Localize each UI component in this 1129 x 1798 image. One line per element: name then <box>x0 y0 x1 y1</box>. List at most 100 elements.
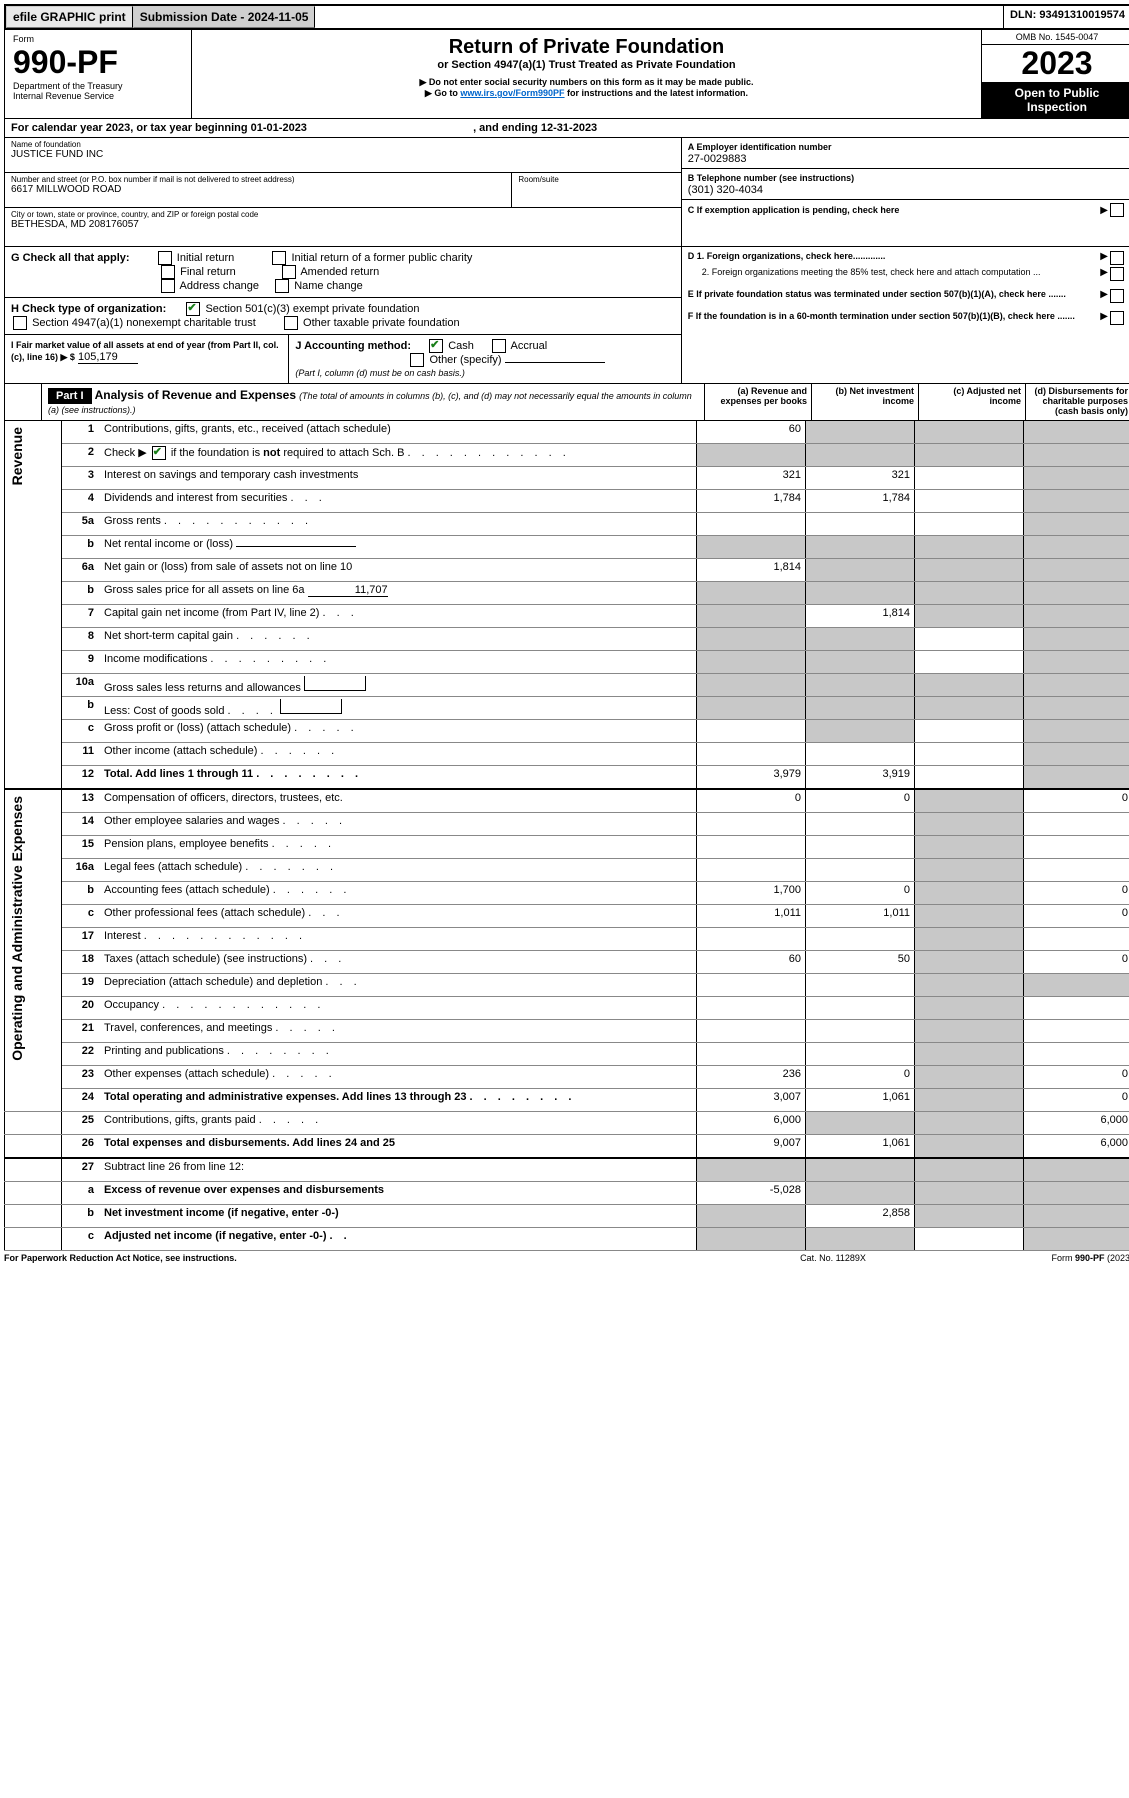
form-title: Return of Private Foundation <box>198 36 975 59</box>
line-text: Check ▶ if the foundation is not require… <box>100 444 697 467</box>
schb-checkbox[interactable] <box>152 446 166 460</box>
line-23-a: 236 <box>697 1066 806 1089</box>
line-num: b <box>62 1205 101 1228</box>
line-num: b <box>62 882 101 905</box>
g-initial-return-checkbox[interactable] <box>158 251 172 265</box>
line-text: Pension plans, employee benefits . . . .… <box>100 836 697 859</box>
j-other-checkbox[interactable] <box>410 353 424 367</box>
j-cash: Cash <box>448 340 474 352</box>
line-text: Excess of revenue over expenses and disb… <box>100 1182 697 1205</box>
line-18-b: 50 <box>806 951 915 974</box>
g-former-charity: Initial return of a former public charit… <box>291 252 472 264</box>
line-text: Gross sales price for all assets on line… <box>100 582 697 605</box>
i-fmv-label: I Fair market value of all assets at end… <box>11 340 279 362</box>
line-num: 4 <box>62 490 101 513</box>
line-18-d: 0 <box>1024 951 1129 974</box>
line-23-d: 0 <box>1024 1066 1129 1089</box>
line-26-b: 1,061 <box>806 1135 915 1159</box>
line-num: 15 <box>62 836 101 859</box>
line-num: 10a <box>62 674 101 697</box>
irs-label: Internal Revenue Service <box>13 91 183 101</box>
dln-label: DLN: 93491310019574 <box>1004 6 1129 28</box>
line-16c-b: 1,011 <box>806 905 915 928</box>
line-13-d: 0 <box>1024 789 1129 813</box>
line-text: Total expenses and disbursements. Add li… <box>100 1135 697 1159</box>
i-fmv-value: 105,179 <box>78 351 138 364</box>
line-text: Capital gain net income (from Part IV, l… <box>100 605 697 628</box>
g-address-change: Address change <box>180 280 260 292</box>
col-a-header: (a) Revenue and expenses per books <box>705 384 812 421</box>
street-address: 6617 MILLWOOD ROAD <box>11 184 121 195</box>
form-word: Form <box>13 34 183 44</box>
line-num: 19 <box>62 974 101 997</box>
col-b-header: (b) Net investment income <box>812 384 919 421</box>
line-7-b: 1,814 <box>806 605 915 628</box>
efile-print-button[interactable]: efile GRAPHIC print <box>6 6 133 28</box>
line-num: 17 <box>62 928 101 951</box>
address-label: Number and street (or P.O. box number if… <box>11 175 295 184</box>
j-label: J Accounting method: <box>295 340 411 352</box>
line-num: 26 <box>62 1135 101 1159</box>
line-13-a: 0 <box>697 789 806 813</box>
h-501c3-checkbox[interactable] <box>186 302 200 316</box>
cat-number: Cat. No. 11289X <box>733 1253 933 1263</box>
line-text: Income modifications . . . . . . . . . <box>100 651 697 674</box>
line-text: Other employee salaries and wages . . . … <box>100 813 697 836</box>
calendar-year-row: For calendar year 2023, or tax year begi… <box>4 119 1129 138</box>
d2-checkbox[interactable] <box>1110 267 1124 281</box>
line-23-b: 0 <box>806 1066 915 1089</box>
g-initial-return: Initial return <box>177 252 234 264</box>
line-24-b: 1,061 <box>806 1089 915 1112</box>
phone-label: B Telephone number (see instructions) <box>688 173 854 183</box>
submission-date-button[interactable]: Submission Date - 2024-11-05 <box>133 6 316 28</box>
h-4947-checkbox[interactable] <box>13 316 27 330</box>
j-cash-checkbox[interactable] <box>429 339 443 353</box>
e-checkbox[interactable] <box>1110 289 1124 303</box>
j-accrual: Accrual <box>510 340 547 352</box>
g-name-change-checkbox[interactable] <box>275 279 289 293</box>
j-accrual-checkbox[interactable] <box>492 339 506 353</box>
g-final-return-checkbox[interactable] <box>161 265 175 279</box>
line-text: Compensation of officers, directors, tru… <box>100 789 697 813</box>
g-amended: Amended return <box>300 266 379 278</box>
open-inspection: Open to Public Inspection <box>982 82 1129 118</box>
line-num: 21 <box>62 1020 101 1043</box>
h-other-taxable: Other taxable private foundation <box>303 317 460 329</box>
line-12-b: 3,919 <box>806 766 915 790</box>
line-27a-a: -5,028 <box>697 1182 806 1205</box>
line-num: 14 <box>62 813 101 836</box>
line-text: Interest . . . . . . . . . . . . <box>100 928 697 951</box>
h-other-taxable-checkbox[interactable] <box>284 316 298 330</box>
c-checkbox[interactable] <box>1110 203 1124 217</box>
line-text: Accounting fees (attach schedule) . . . … <box>100 882 697 905</box>
line-text: Gross profit or (loss) (attach schedule)… <box>100 720 697 743</box>
d1-checkbox[interactable] <box>1110 251 1124 265</box>
g-former-charity-checkbox[interactable] <box>272 251 286 265</box>
line-26-a: 9,007 <box>697 1135 806 1159</box>
line-num: 7 <box>62 605 101 628</box>
form990pf-link[interactable]: www.irs.gov/Form990PF <box>460 88 564 98</box>
line-text: Travel, conferences, and meetings . . . … <box>100 1020 697 1043</box>
f-checkbox[interactable] <box>1110 311 1124 325</box>
line-num: a <box>62 1182 101 1205</box>
g-address-change-checkbox[interactable] <box>161 279 175 293</box>
line-text: Net rental income or (loss) <box>100 536 697 559</box>
line-text: Adjusted net income (if negative, enter … <box>100 1228 697 1251</box>
part1-header: Part I Analysis of Revenue and Expenses … <box>4 384 1129 421</box>
foundation-name: JUSTICE FUND INC <box>11 149 103 160</box>
line-text: Total. Add lines 1 through 11 . . . . . … <box>100 766 697 790</box>
form-header: Form 990-PF Department of the Treasury I… <box>4 30 1129 119</box>
phone-value: (301) 320-4034 <box>688 184 763 196</box>
room-suite-label: Room/suite <box>512 173 681 208</box>
line-text: Total operating and administrative expen… <box>100 1089 697 1112</box>
line-6b-inline: 11,707 <box>308 584 388 597</box>
goto-note: ▶ Go to www.irs.gov/Form990PF for instru… <box>198 88 975 99</box>
g-amended-checkbox[interactable] <box>282 265 296 279</box>
g-name-change: Name change <box>294 280 363 292</box>
line-num: c <box>62 720 101 743</box>
line-num: 2 <box>62 444 101 467</box>
line-1-a: 60 <box>697 421 806 444</box>
line-4-a: 1,784 <box>697 490 806 513</box>
top-bar: efile GRAPHIC print Submission Date - 20… <box>4 4 1129 30</box>
line-text: Other income (attach schedule) . . . . .… <box>100 743 697 766</box>
